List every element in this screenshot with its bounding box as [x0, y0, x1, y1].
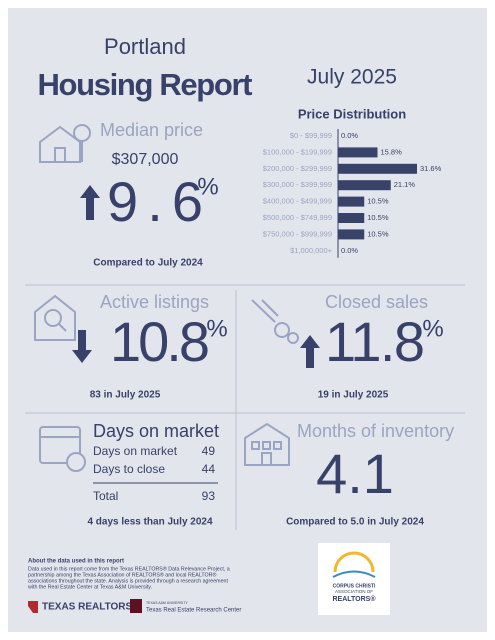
value: 4.1 — [316, 442, 394, 505]
partner-line: REALTORS® — [332, 595, 376, 603]
logo-text: TEXAS REALTORS — [42, 602, 133, 613]
price-chart: $0 - $99,999 0.0% $100,000 - $199,999 15.8%… — [263, 129, 442, 258]
category-label: $0 - $99,999 — [290, 131, 332, 140]
note: 83 in July 2025 — [90, 390, 161, 401]
about-line: Data used in this report come from the T… — [28, 565, 230, 572]
note: Compared to 5.0 in July 2024 — [286, 517, 424, 528]
row-label: Days to close — [93, 462, 165, 476]
bar — [338, 147, 378, 158]
house-icon — [39, 124, 91, 163]
logo-mark — [28, 601, 38, 613]
category-label: $1,000,000+ — [290, 246, 333, 255]
about-line: partnership among the Texas Association … — [28, 571, 216, 578]
about-line: associations throughout the state. Analy… — [28, 578, 228, 584]
unit: % — [197, 173, 218, 200]
about-title: About the data used in this report — [28, 559, 124, 565]
bar — [338, 180, 391, 191]
change: 9.6 — [107, 170, 203, 233]
category-label: $500,000 - $749,999 — [263, 213, 332, 222]
value-label: 10.5% — [367, 197, 389, 206]
note: 19 in July 2025 — [318, 390, 389, 401]
bar — [338, 213, 365, 223]
date: July 2025 — [307, 66, 397, 89]
category-label: $400,000 - $499,999 — [263, 197, 332, 206]
partner-box — [318, 543, 390, 615]
arrow-up — [80, 185, 100, 220]
unit: % — [206, 315, 227, 342]
search-icon — [34, 294, 76, 341]
logo-text: Texas Real Estate Research Center — [146, 608, 241, 614]
wave — [332, 570, 376, 578]
partner-line: ASSOCIATION OF — [335, 589, 373, 594]
row-label: Days on market — [93, 444, 178, 458]
note: 4 days less than July 2024 — [87, 517, 213, 528]
partner-line: CORPUS CHRISTI — [333, 583, 376, 589]
chart-title: Price Distribution — [298, 106, 406, 121]
building-icon — [244, 422, 290, 466]
value-label: 21.1% — [394, 180, 416, 189]
value-label: 15.8% — [381, 147, 403, 156]
section-title: Median price — [100, 120, 203, 140]
calendar-icon — [39, 426, 86, 472]
section-title: Active listings — [100, 292, 209, 312]
title: Housing Report — [38, 67, 253, 102]
key-icon — [251, 299, 299, 344]
section-title: Months of inventory — [297, 421, 454, 441]
city: Portland — [104, 34, 186, 59]
arrow-up — [300, 335, 320, 368]
bar — [338, 196, 365, 207]
logo-small: TEXAS A&M UNIVERSITY — [146, 601, 188, 605]
median-price: $307,000 — [112, 151, 179, 168]
category-label: $200,000 - $299,999 — [263, 164, 332, 173]
category-label: $750,000 - $999,999 — [263, 229, 332, 238]
value-label: 0.0% — [341, 246, 358, 255]
logo-mark — [130, 599, 142, 613]
arrow-down — [72, 330, 92, 363]
about-line: with the Real Estate Center at Texas A&M… — [28, 584, 152, 590]
total-value: 93 — [202, 489, 216, 503]
value-label: 10.5% — [367, 229, 389, 238]
row-value: 49 — [202, 444, 216, 458]
change: 11.8 — [325, 310, 425, 373]
value-label: 10.5% — [367, 213, 389, 222]
bar — [338, 229, 365, 240]
value-label: 31.6% — [420, 164, 442, 173]
section-title: Days on market — [93, 421, 219, 441]
sun — [333, 551, 375, 573]
bar — [338, 163, 417, 174]
change: 10.8 — [110, 310, 210, 373]
panel — [8, 8, 487, 632]
note: Compared to July 2024 — [93, 258, 203, 269]
unit: % — [422, 315, 443, 342]
row-value: 44 — [202, 462, 216, 476]
total-label: Total — [93, 489, 118, 503]
category-label: $100,000 - $199,999 — [263, 147, 332, 156]
value-label: 0.0% — [341, 131, 358, 140]
category-label: $300,000 - $399,999 — [263, 180, 332, 189]
section-title: Closed sales — [325, 292, 428, 312]
